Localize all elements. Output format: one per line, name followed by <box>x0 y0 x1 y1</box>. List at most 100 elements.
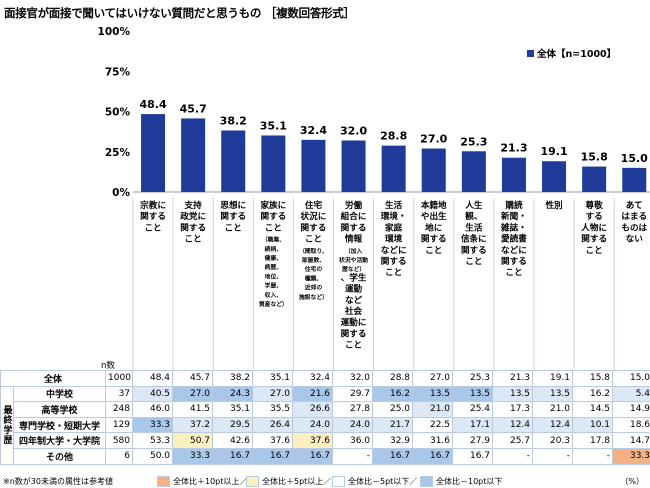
table-cell: 17.8 <box>572 432 614 449</box>
bar-value-label: 15.0 <box>621 152 648 165</box>
table-cell: 35.1 <box>212 401 254 418</box>
x-tick-label: 信条に <box>461 233 487 245</box>
bar-value-label: 21.3 <box>500 142 527 155</box>
bar <box>461 151 486 192</box>
table-cell: 21.0 <box>412 401 454 418</box>
table-cell: 18.6 <box>612 416 650 434</box>
x-tick-label: 状況や活動 <box>339 256 368 264</box>
table-cell: 35.5 <box>252 401 294 418</box>
x-tick-label: 観、 <box>465 210 482 222</box>
legend-swatch-bm10 <box>420 476 433 487</box>
table-cell: 16.7 <box>212 447 254 465</box>
table-cell: 45.7 <box>172 370 214 387</box>
x-tick-label: 愛読書 <box>501 233 527 245</box>
table-cell: - <box>532 447 574 465</box>
table-cell: 16.7 <box>292 447 334 465</box>
x-tick-label: 政党に <box>180 210 206 222</box>
legend-item-bm10: 全体比－10pt以下 <box>420 476 502 487</box>
unit-label: （%） <box>620 477 644 486</box>
x-tick-label: こと <box>265 222 282 233</box>
footer-note: ※n数が30未満の属性は参考値 <box>3 477 113 486</box>
row-n: 6 <box>105 447 134 465</box>
legend-label-bm10: 全体比－10pt以下 <box>436 477 503 486</box>
table-cell: 27.9 <box>452 432 494 449</box>
table-cell: 32.4 <box>292 370 334 387</box>
x-tick-label: こと <box>465 256 482 267</box>
row-n: 37 <box>105 385 134 403</box>
table-cell: 14.9 <box>612 401 650 418</box>
x-tick-label: 組合に <box>341 210 367 222</box>
table-cell: 21.6 <box>292 385 334 403</box>
bar-value-label: 19.1 <box>540 145 567 158</box>
table-cell: 26.6 <box>292 401 334 418</box>
y-tick-label: 100% <box>98 26 131 38</box>
bar <box>381 145 406 192</box>
table-row: 最終学歴 中学校 37 40.5 27.0 24.3 27.0 21.6 29.7 16.2 13.… <box>0 385 650 465</box>
x-tick-label: 環境 <box>385 233 403 245</box>
table-cell: 32.9 <box>372 432 414 449</box>
bar <box>622 167 647 192</box>
x-tick-label: あて <box>626 200 643 211</box>
x-tick-label: 本籍地 <box>421 199 447 211</box>
table-cell: 16.7 <box>252 447 294 465</box>
table-cell: 10.1 <box>572 416 614 434</box>
x-tick-label: 思想に <box>220 199 246 211</box>
bar-chart: 0%25%50%75%100%48.4宗教に関すること45.7支持政党に関するこ… <box>98 26 650 372</box>
x-tick-label: こと <box>586 245 603 256</box>
table-row: 四年制大学・大学院 580 53.3 50.7 42.6 37.6 37.6 36.0 32.9… <box>1 432 650 449</box>
x-tick-label: 生活 <box>465 221 483 233</box>
x-tick-label: こと <box>345 340 362 351</box>
table-cell: 15.8 <box>572 370 614 387</box>
x-tick-label: 雑誌・ <box>500 221 527 233</box>
x-tick-label: 人生 <box>465 199 483 211</box>
x-tick-label: 関する <box>381 256 407 267</box>
row-n: 248 <box>105 401 134 418</box>
bar-value-label: 38.2 <box>220 114 247 127</box>
bar-value-label: 25.3 <box>460 135 487 148</box>
table-cell: 15.0 <box>612 370 650 387</box>
y-tick-label: 50% <box>105 107 131 119</box>
bar <box>141 114 166 192</box>
bar-value-label: 35.1 <box>260 119 287 132</box>
chart-title: 面接官が面接で聞いてはいけない質問だと思うもの ［複数回答形式］ <box>4 5 355 21</box>
row-n: 580 <box>105 432 134 449</box>
x-tick-label: 尊敬 <box>586 199 604 211</box>
table-cell: 36.0 <box>332 432 374 449</box>
x-tick-label: こと <box>305 234 322 245</box>
legend-label: 全体【n=1000】 <box>536 48 616 60</box>
table-cell: 25.0 <box>372 401 414 418</box>
bar <box>421 148 446 192</box>
x-tick-label: 新聞・ <box>501 210 527 222</box>
footer: ※n数が30未満の属性は参考値 全体比＋10pt以上／ 全体比＋5pt以上／ 全… <box>0 474 650 488</box>
table-cell: 28.8 <box>372 370 414 387</box>
x-tick-label: 地位、 <box>265 272 282 280</box>
x-tick-label: 地に <box>425 221 442 233</box>
table-row: 全体 1000 48.4 45.7 38.2 35.1 32.4 32.0 28.8 27.0 25… <box>0 370 650 387</box>
x-tick-label: 関する <box>581 234 607 245</box>
x-tick-label: 関する <box>220 211 246 222</box>
x-tick-label: 近郊の <box>305 284 323 292</box>
table-cell: 27.0 <box>412 370 454 387</box>
table-cell: 25.3 <box>452 370 494 387</box>
table-cell: 16.7 <box>372 447 414 465</box>
table-cell: 35.1 <box>252 370 294 387</box>
table-cell: 16.7 <box>452 447 494 465</box>
table-cell: 16.7 <box>412 447 454 465</box>
x-tick-label: 関する <box>260 211 286 222</box>
bar <box>582 166 607 192</box>
row-label: 高等学校 <box>12 401 107 418</box>
legend-swatch-bp10 <box>157 476 170 487</box>
table-row: 専門学校・短期大学 129 33.3 37.2 29.5 26.4 24.0 24.0 21.7… <box>1 416 650 434</box>
x-tick-label: 購読 <box>504 199 523 211</box>
title-text: 面接官が面接で聞いてはいけない質問だと思うもの <box>4 6 262 20</box>
bar <box>501 157 526 192</box>
x-tick-label: こと <box>505 267 522 278</box>
table-cell: 5.4 <box>612 385 650 403</box>
x-tick-label: などに <box>501 244 527 256</box>
table-cell: 19.1 <box>532 370 574 387</box>
table-cell: 33.3 <box>132 416 174 434</box>
table-cell: 46.0 <box>132 401 174 418</box>
row-label: 四年制大学・大学院 <box>12 432 107 449</box>
x-tick-label: 家庭 <box>385 221 403 233</box>
